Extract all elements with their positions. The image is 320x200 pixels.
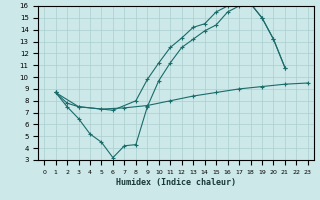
X-axis label: Humidex (Indice chaleur): Humidex (Indice chaleur) <box>116 178 236 186</box>
